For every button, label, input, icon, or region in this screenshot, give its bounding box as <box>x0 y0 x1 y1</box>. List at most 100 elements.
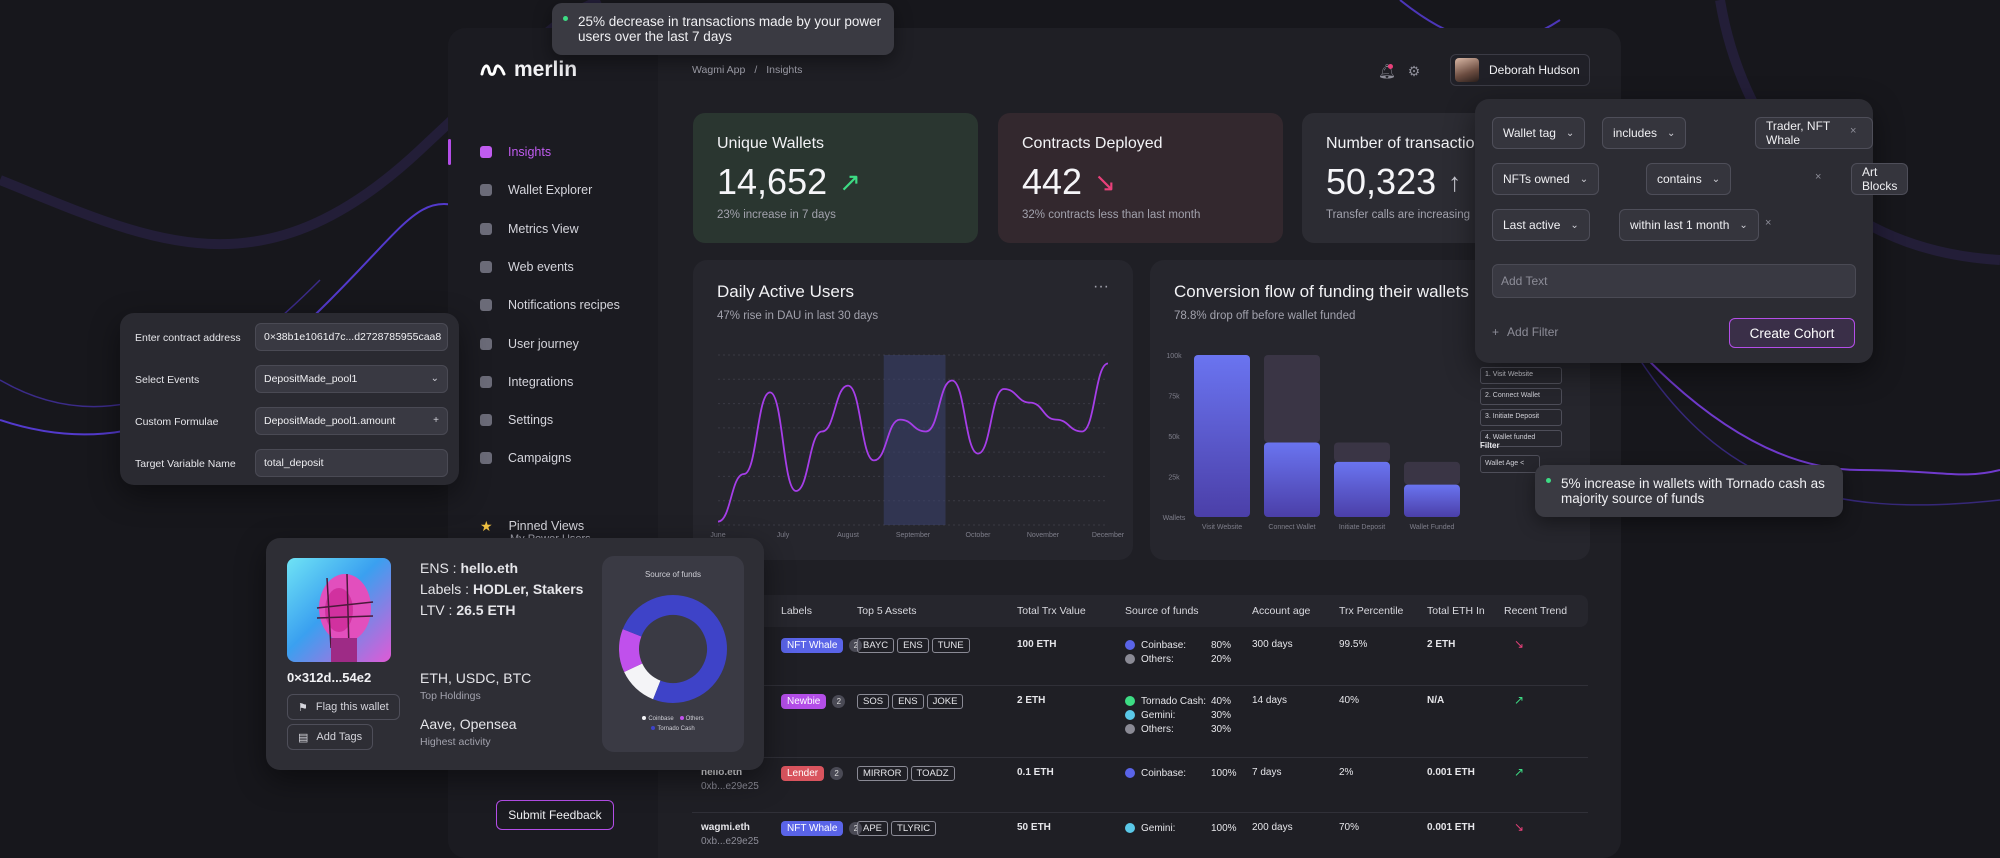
form-input[interactable]: DepositMade_pool1 ⌄ <box>255 365 448 393</box>
source-of-funds-cell: Tornado Cash: 40% Gemini: 30% Others: 30% <box>1125 694 1231 736</box>
conversion-step[interactable]: 2. Connect Wallet <box>1480 388 1562 405</box>
chevron-down-icon: ⌄ <box>1739 219 1748 231</box>
asset-chip[interactable]: TLYRIC <box>891 821 937 836</box>
label-count-badge: 2 <box>849 822 863 835</box>
label-tag[interactable]: NFT Whale <box>781 821 844 836</box>
plus-icon: + <box>1492 325 1500 339</box>
sidebar-item-notifications-recipes[interactable]: Notifications recipes <box>448 286 658 324</box>
source-pct: 30% <box>1211 709 1232 721</box>
asset-chip[interactable]: ENS <box>892 694 924 709</box>
y-tick-label: Wallets <box>1163 515 1186 522</box>
logo[interactable]: merlin <box>480 58 577 82</box>
column-header[interactable]: Total ETH In <box>1427 605 1485 617</box>
conversion-step[interactable]: 1. Visit Website <box>1480 367 1562 384</box>
bell-icon[interactable]: 🔔︎ <box>1378 63 1396 79</box>
label-cell: NFT Whale 2 <box>781 638 863 653</box>
filter-operator-select[interactable]: includes ⌄ <box>1602 117 1687 149</box>
asset-chip[interactable]: MIRROR <box>857 766 908 781</box>
wallet-name[interactable]: hello.eth <box>701 767 743 778</box>
user-menu[interactable]: Deborah Hudson <box>1450 54 1590 86</box>
wallet-table: Labels Top 5 Assets Total Trx Value Source … <box>692 595 1588 858</box>
plus-icon[interactable]: + <box>433 415 439 426</box>
trend-up-icon: ↗ <box>1514 693 1525 707</box>
asset-chip[interactable]: APE <box>857 821 889 836</box>
filter-field-select[interactable]: NFTs owned ⌄ <box>1492 163 1600 195</box>
conversion-bar[interactable] <box>1334 461 1390 517</box>
wallet-address: 0xb...e29e25 <box>701 781 759 792</box>
wallet-name[interactable]: wagmi.eth <box>701 822 750 833</box>
column-header[interactable]: Trx Percentile <box>1339 605 1404 617</box>
assets-cell: MIRROR TOADZ <box>857 766 958 781</box>
conversion-bar[interactable] <box>1264 442 1320 517</box>
conversion-bar[interactable] <box>1194 355 1250 517</box>
conversion-step[interactable]: 3. Initiate Deposit <box>1480 409 1562 426</box>
flag-wallet-button[interactable]: ⚑ Flag this wallet <box>287 694 400 720</box>
filter-field-select[interactable]: Wallet tag ⌄ <box>1492 117 1586 149</box>
conversion-step[interactable]: 4. Wallet funded <box>1480 430 1562 447</box>
gear-icon[interactable]: ⚙︎ <box>1407 63 1421 79</box>
pinned-views[interactable]: ★ Pinned Views <box>448 507 658 545</box>
remove-filter-icon[interactable]: × <box>1765 217 1772 229</box>
sidebar-item-wallet-explorer[interactable]: Wallet Explorer <box>448 171 658 209</box>
submit-feedback-button[interactable]: Submit Feedback <box>496 800 614 830</box>
column-header[interactable]: Labels <box>781 605 812 617</box>
filter-value-chip[interactable]: Trader, NFT Whale <box>1755 117 1873 149</box>
kpi-value: 442 <box>1022 161 1083 202</box>
asset-chip[interactable]: BAYC <box>857 638 895 653</box>
filter-value-chip[interactable]: Art Blocks <box>1851 163 1909 195</box>
donut-slice[interactable] <box>622 595 727 703</box>
sidebar-item-user-journey[interactable]: User journey <box>448 325 658 363</box>
column-header[interactable]: Source of funds <box>1125 605 1199 617</box>
column-header[interactable]: Account age <box>1252 605 1311 617</box>
filter-operator-select[interactable]: within last 1 month ⌄ <box>1619 209 1759 241</box>
remove-filter-icon[interactable]: × <box>1850 125 1857 137</box>
column-header[interactable]: Total Trx Value <box>1017 605 1086 617</box>
more-menu-icon[interactable]: ··· <box>1093 278 1109 295</box>
label-count-badge: 2 <box>832 695 846 708</box>
label-tag[interactable]: Lender <box>781 766 825 781</box>
table-row[interactable]: NFT Whale 2 BAYC ENS TUNE 100 ETH Coinbase: 80%… <box>692 637 1588 689</box>
create-cohort-button[interactable]: Create Cohort <box>1729 318 1855 348</box>
source-pct: 20% <box>1211 653 1232 665</box>
kpi-subtitle: 32% contracts less than last month <box>1022 209 1201 221</box>
form-input[interactable]: 0×38b1e1061d7c...d2728785955caa8 <box>255 323 448 351</box>
conversion-bar[interactable] <box>1404 484 1460 517</box>
asset-chip[interactable]: JOKE <box>926 694 964 709</box>
asset-chip[interactable]: ENS <box>897 638 929 653</box>
label-tag[interactable]: NFT Whale <box>781 638 844 653</box>
asset-chip[interactable]: TOADZ <box>910 766 955 781</box>
form-input[interactable]: DepositMade_pool1.amount + <box>255 407 448 435</box>
filter-field-select[interactable]: Last active ⌄ <box>1492 209 1590 241</box>
filter-operator-select[interactable]: contains ⌄ <box>1646 163 1732 195</box>
asset-chip[interactable]: TUNE <box>931 638 970 653</box>
wallet-icon <box>480 184 492 197</box>
sidebar-item-integrations[interactable]: Integrations <box>448 363 658 401</box>
table-row[interactable]: hello.eth 0xb...e29e25 Lender 2 MIRROR TOADZ 0… <box>692 765 1588 817</box>
column-header[interactable]: Top 5 Assets <box>857 605 917 617</box>
kpi-value: 14,652 <box>717 161 828 202</box>
breadcrumb-item[interactable]: Wagmi App <box>692 64 746 76</box>
breadcrumb-item[interactable]: Insights <box>766 64 803 76</box>
sidebar-item-web-events[interactable]: Web events <box>448 248 658 286</box>
form-input[interactable]: total_deposit <box>255 449 448 477</box>
table-row[interactable]: wagmi.eth 0xb...e29e25 NFT Whale 2 APE TLYRIC… <box>692 820 1588 858</box>
add-filter-button[interactable]: + Add Filter <box>1492 325 1558 339</box>
add-tags-button[interactable]: ▤ Add Tags <box>287 724 374 750</box>
asset-chip[interactable]: SOS <box>857 694 890 709</box>
add-text-input[interactable]: Add Text <box>1492 264 1856 298</box>
sidebar-item-insights[interactable]: Insights <box>448 133 658 171</box>
donut-slice[interactable] <box>624 663 661 700</box>
donut-slice[interactable] <box>619 629 643 672</box>
column-header[interactable]: Recent Trend <box>1504 605 1568 617</box>
sidebar-item-settings[interactable]: Settings <box>448 401 658 439</box>
remove-filter-icon[interactable]: × <box>1815 171 1822 183</box>
table-row[interactable]: Newbie 2 SOS ENS JOKE 2 ETH Tornado Cash: 40% Ge… <box>692 693 1588 745</box>
sidebar-item-label: Integrations <box>508 374 574 389</box>
sidebar-item-campaigns[interactable]: Campaigns <box>448 439 658 477</box>
wallet-age-filter[interactable]: Wallet Age < <box>1480 455 1540 473</box>
chevron-down-icon[interactable]: ⌄ <box>430 373 439 384</box>
assets-cell: BAYC ENS TUNE <box>857 638 973 653</box>
form-field-label: Target Variable Name <box>135 458 236 470</box>
sidebar-item-metrics-view[interactable]: Metrics View <box>448 210 658 248</box>
label-tag[interactable]: Newbie <box>781 694 827 709</box>
